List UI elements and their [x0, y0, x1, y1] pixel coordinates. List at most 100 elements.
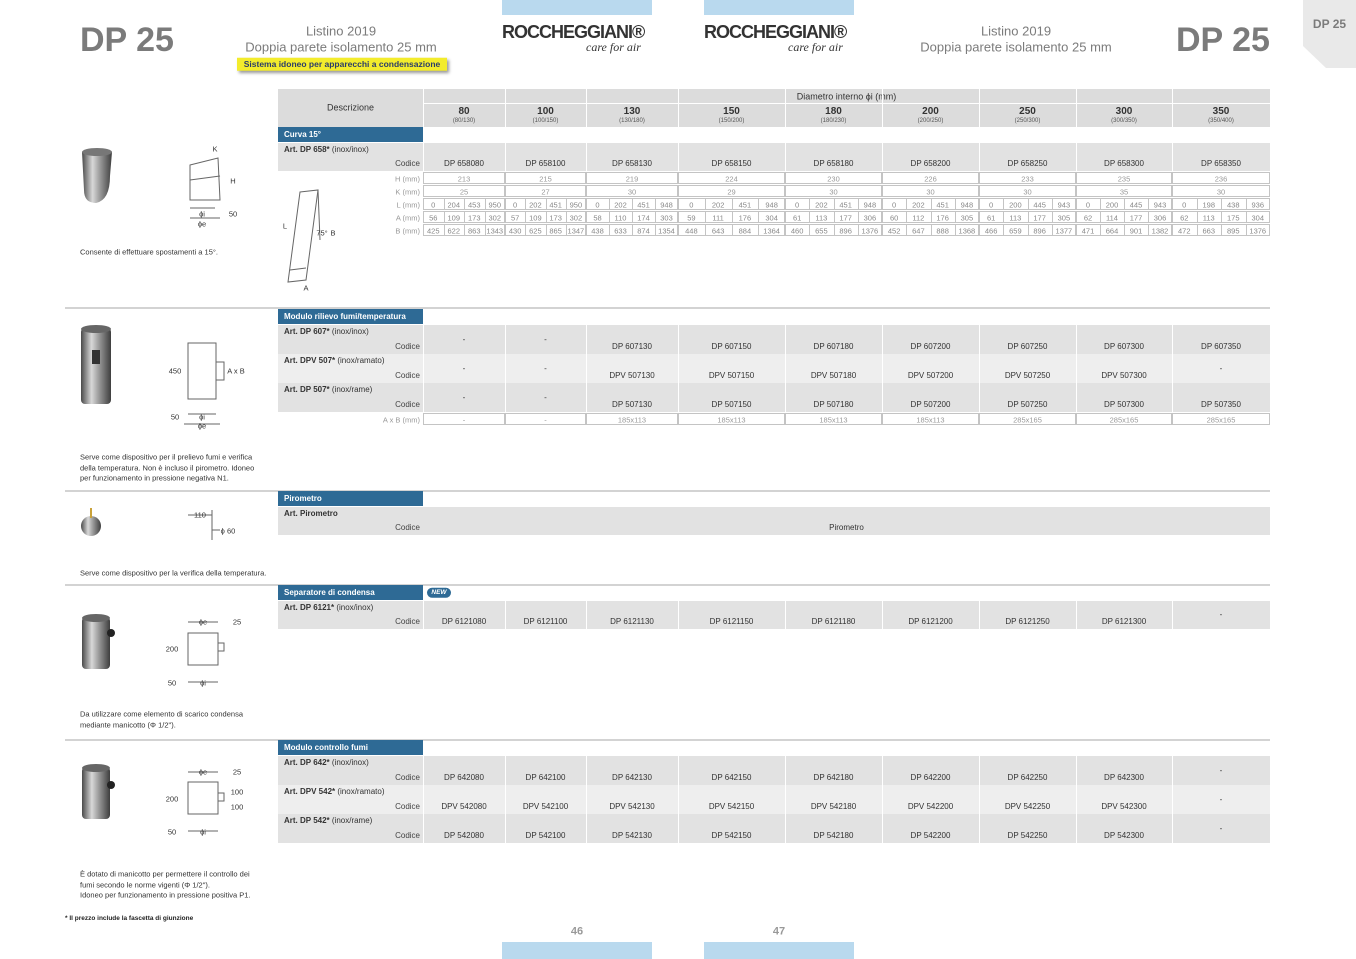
column-diameter: 350	[1212, 106, 1230, 117]
sub-cell-divider	[1100, 224, 1101, 236]
article-material: (inox/ramato)	[335, 787, 385, 796]
diagram-label: ϕe	[197, 421, 207, 431]
dimension-label: K (mm)	[395, 186, 420, 196]
cell-divider	[785, 354, 786, 383]
dimension-value: 0	[795, 199, 800, 209]
diagram-label: A	[303, 283, 309, 293]
dimension-cell	[1076, 185, 1172, 197]
product-code: DP 658180	[813, 159, 854, 168]
sub-cell-divider	[1027, 211, 1029, 223]
dimension-value: 306	[1153, 212, 1167, 222]
article-name: Art. DP 507* (inox/rame)	[284, 386, 372, 394]
dimension-value: 30	[627, 186, 637, 196]
dimension-value: 177	[1033, 212, 1046, 222]
product-code: -	[1219, 363, 1223, 373]
article-code: Art. DPV 542*	[284, 787, 336, 796]
dimension-value: 1376	[1249, 225, 1267, 235]
product-photo	[81, 325, 111, 404]
dimension-cell	[586, 185, 678, 197]
product-photo	[82, 764, 115, 819]
column-outer: (200/250)	[917, 118, 944, 124]
sub-cell-divider	[731, 198, 733, 210]
dimension-value: 226	[924, 173, 937, 183]
sub-cell-divider	[1148, 211, 1149, 223]
dimension-cell	[785, 185, 882, 197]
dimension-value: 896	[1033, 225, 1046, 235]
cell-divider	[678, 383, 679, 412]
cell-divider	[678, 814, 679, 843]
dimension-value: 0	[892, 199, 897, 209]
cell-divider	[882, 143, 883, 171]
dimension-value: 59	[687, 212, 696, 222]
dimension-value: 200	[1105, 199, 1119, 209]
product-code: DP 642180	[813, 773, 854, 782]
column-divider	[785, 89, 786, 127]
diagram-label: 450	[168, 366, 182, 376]
article-material: (inox/ramato)	[335, 356, 385, 365]
dimension-cell	[979, 413, 1076, 425]
sub-cell-divider	[1100, 198, 1101, 210]
description: per funzionamento in pressione negativa …	[80, 473, 229, 483]
dimension-value: 305	[1057, 212, 1071, 222]
diagram-label: H	[230, 176, 236, 186]
sub-cell-divider	[1124, 224, 1125, 236]
dimension-value: 1354	[658, 225, 675, 235]
description: mediante manicotto (Φ 1/2").	[80, 719, 176, 729]
dimension-value: 110	[614, 212, 627, 222]
sub-cell-divider	[525, 211, 527, 223]
column-diameter: 200	[922, 106, 939, 117]
dimension-value: 185x113	[617, 414, 647, 424]
dimension-value: 113	[1009, 212, 1022, 222]
sub-cell-divider	[809, 211, 811, 223]
dimension-value: 471	[1081, 225, 1095, 235]
cell-divider	[882, 785, 883, 814]
dimension-value: 114	[1106, 212, 1118, 222]
diagram-label: L	[282, 221, 288, 231]
sub-cell-divider	[758, 224, 760, 236]
product-code: DP 607150	[711, 342, 752, 351]
sub-cell-divider	[1003, 198, 1005, 210]
article-code: Art. DP 642*	[284, 758, 330, 767]
product-code: DP 542150	[711, 831, 752, 840]
section-title: Curva 15°	[284, 129, 321, 139]
bottom-bar	[502, 942, 652, 959]
product-code: DP 507350	[1201, 400, 1241, 409]
dimension-value: 948	[660, 199, 673, 209]
product-code: Pirometro	[829, 523, 864, 532]
cell-divider	[505, 143, 506, 171]
dimension-value: 950	[488, 199, 501, 209]
code-label: Codice	[395, 371, 420, 380]
sub-cell-divider	[655, 198, 656, 210]
section-title: Pirometro	[284, 493, 322, 503]
sub-cell-divider	[1221, 198, 1222, 210]
dimension-value: 303	[660, 212, 673, 222]
column-outer: (100/150)	[532, 118, 559, 124]
cell-divider	[882, 756, 883, 785]
dimension-value: 306	[863, 212, 877, 222]
cell-divider	[979, 143, 980, 171]
cell-divider	[882, 814, 883, 843]
article-material: (inox/rame)	[329, 385, 373, 394]
sub-cell-divider	[857, 224, 859, 236]
product-code: DP 607350	[1201, 342, 1241, 351]
article-code: Art. DP 607*	[284, 327, 330, 336]
sub-cell-divider	[525, 198, 527, 210]
column-outer: (300/350)	[1111, 118, 1137, 124]
page-number: 46	[570, 925, 584, 938]
diagram-label: ϕ 60	[220, 526, 236, 536]
cell-divider	[979, 785, 980, 814]
diagram-label: A x B	[227, 366, 245, 376]
dimension-cell	[785, 172, 882, 184]
pricelist: Listino 2019	[305, 23, 377, 39]
dimension-value: 215	[539, 173, 552, 183]
product-code: DP 6121300	[1101, 617, 1147, 626]
column-divider	[586, 89, 587, 127]
dimension-value: 0	[689, 199, 694, 209]
section-separator	[65, 490, 1270, 492]
diagram-label: 50	[228, 209, 238, 219]
cell-divider	[1076, 756, 1077, 785]
column-divider	[1076, 89, 1077, 127]
cell-divider	[1172, 325, 1173, 354]
dimension-cell	[586, 172, 678, 184]
dimension-cell	[785, 413, 882, 425]
